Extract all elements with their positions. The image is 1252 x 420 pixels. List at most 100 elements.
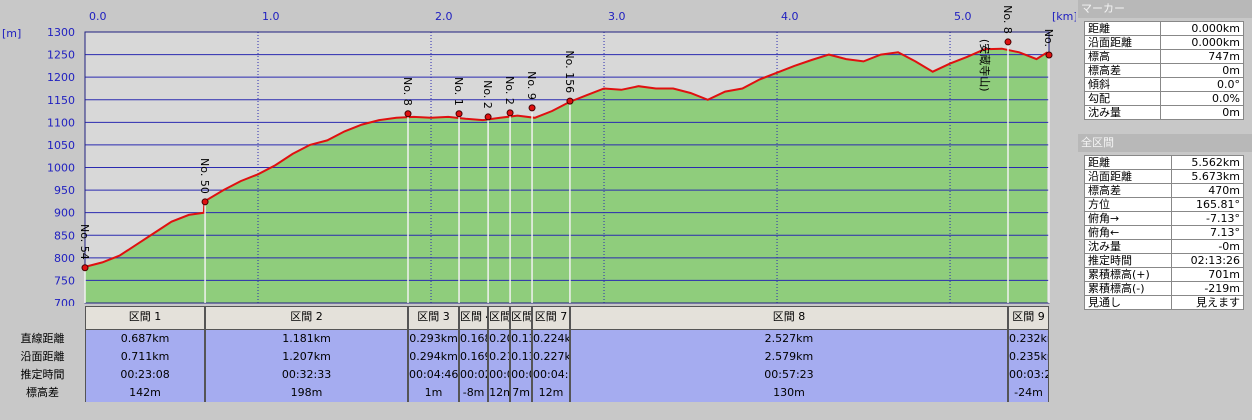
- marker-label: No.: [1042, 29, 1055, 47]
- section-cell: 0.293km: [408, 330, 460, 348]
- section-header: 区間 2: [205, 306, 408, 330]
- section-cell: 0.224km: [532, 330, 570, 348]
- panel-key: 沿面距離: [1083, 35, 1162, 50]
- marker-label: No. 8: [1001, 5, 1014, 34]
- panel-key: 標高: [1083, 49, 1162, 64]
- y-tick-label: 1150: [47, 94, 75, 107]
- y-tick-label: 750: [54, 274, 75, 287]
- section-table: 直線距離沿面距離推定時間標高差 区間 1 0.687km 0.711km 00:23:0…: [0, 306, 1076, 406]
- marker-pin: [455, 110, 463, 118]
- y-tick-label: 1250: [47, 49, 75, 62]
- marker-label: No. 2: [503, 76, 516, 105]
- x-tick-label: 3.0: [608, 10, 626, 23]
- panel-title: マーカー: [1078, 0, 1252, 18]
- marker-label: No. 54: [78, 224, 91, 260]
- marker-pin: [528, 104, 536, 112]
- row-label: 推定時間: [20, 368, 65, 381]
- marker-pin: [1004, 38, 1012, 46]
- section-header: 区間 4: [459, 306, 489, 330]
- x-tick-label: 4.0: [781, 10, 799, 23]
- section-cell: 00:02:40: [488, 366, 511, 384]
- panel-value: 0m: [1160, 63, 1244, 78]
- x-tick-label: 0.0: [89, 10, 107, 23]
- y-tick-label: 950: [54, 184, 75, 197]
- y-tick-label: 1050: [47, 139, 75, 152]
- panel-row: 沈み量 -0m: [1083, 239, 1244, 254]
- section-cell: 0.130km: [510, 330, 533, 348]
- panel-key: 俯角→: [1083, 211, 1173, 226]
- section-cell: 0.168km: [459, 330, 489, 348]
- y-tick-label: 1100: [47, 116, 75, 129]
- marker-label: No. 50: [198, 158, 211, 194]
- section-cell: 00:02:31: [510, 366, 533, 384]
- marker-pin: [81, 264, 89, 272]
- section-cell: 12m: [532, 384, 570, 402]
- panel-key: 標高差: [1083, 63, 1162, 78]
- y-tick-label: 700: [54, 297, 75, 306]
- panel-value: 0.000km: [1160, 35, 1244, 50]
- panel-row: 方位 165.81°: [1083, 197, 1244, 212]
- panel-value: 7.13°: [1171, 225, 1244, 240]
- y-tick-label: 1200: [47, 71, 75, 84]
- section-cell: -8m: [459, 384, 489, 402]
- panel-title: 全区間: [1078, 134, 1252, 152]
- marker-label: No. 1: [452, 77, 465, 106]
- panel-key: 俯角←: [1083, 225, 1173, 240]
- row-label: 標高差: [26, 386, 59, 399]
- marker-pin: [404, 110, 412, 118]
- y-tick-label: 850: [54, 229, 75, 242]
- panel-value: 470m: [1171, 183, 1244, 198]
- profile-chart: [km] [m] 700 750 800 850 900 950 1000 1050 1100 1…: [2, 5, 1076, 306]
- section-cell: 00:03:27: [1007, 366, 1049, 384]
- panel-value: -0m: [1171, 239, 1244, 254]
- section-cell: 0.227km: [532, 348, 570, 366]
- panel-row: 距離 0.000km: [1083, 21, 1244, 36]
- section-cell: 0.294km: [408, 348, 460, 366]
- panel-row: 累積標高(-) -219m: [1083, 281, 1244, 296]
- x-unit: [km]: [1052, 10, 1076, 23]
- marker-pin: [201, 198, 209, 206]
- section-header: 区間 3: [408, 306, 460, 330]
- marker-pin: [1045, 51, 1053, 59]
- section-cell: 00:23:08: [85, 366, 206, 384]
- marker-label: No. 9: [525, 71, 538, 100]
- y-unit: [m]: [2, 27, 21, 40]
- section-header: 区間 1: [85, 306, 206, 330]
- section-cell: 130m: [569, 384, 1008, 402]
- x-tick-label: 5.0: [954, 10, 972, 23]
- section-cell: 0.711km: [85, 348, 206, 366]
- marker-note: (安蔵寺山): [978, 39, 992, 92]
- panel-key: 沈み量: [1083, 105, 1162, 120]
- row-label: 直線距離: [20, 332, 65, 345]
- panel-value: 165.81°: [1171, 197, 1244, 212]
- panel-row: 俯角→ -7.13°: [1083, 211, 1244, 226]
- panel-value: 0m: [1160, 105, 1244, 120]
- section-cell: 2.579km: [569, 348, 1008, 366]
- panel-value: 701m: [1171, 267, 1244, 282]
- panel-row: 沿面距離 5.673km: [1083, 169, 1244, 184]
- marker-pin: [566, 97, 574, 105]
- row-label: 沿面距離: [20, 350, 65, 363]
- section-cell: 0.687km: [85, 330, 206, 348]
- panel-value: 5.673km: [1171, 169, 1244, 184]
- section-cell: 12m: [488, 384, 511, 402]
- panel-key: 傾斜: [1083, 77, 1162, 92]
- panel-key: 標高差: [1083, 183, 1173, 198]
- panel-row: 累積標高(+) 701m: [1083, 267, 1244, 282]
- marker-table: 距離 0.000km 沿面距離 0.000km 標高 747m 標高差 0m 傾斜 0.0° 勾配 0…: [1083, 21, 1244, 120]
- x-tick-label: 1.0: [262, 10, 280, 23]
- profile-line: [84, 47, 1048, 268]
- section-cell: 1m: [408, 384, 460, 402]
- panel-key: 勾配: [1083, 91, 1162, 106]
- total-table: 距離 5.562km 沿面距離 5.673km 標高差 470m 方位 165.81° 俯角→ -…: [1083, 155, 1244, 310]
- section-cell: 1.207km: [205, 348, 408, 366]
- panel-row: 距離 5.562km: [1083, 155, 1244, 170]
- marker-panel: マーカー 距離 0.000km 沿面距離 0.000km 標高 747m 標高差 0m 傾斜 0.…: [1078, 0, 1252, 120]
- panel-key: 推定時間: [1083, 253, 1173, 268]
- panel-row: 見通し 見えます: [1083, 295, 1244, 310]
- panel-key: 累積標高(-): [1083, 281, 1173, 296]
- section-cell: 2.527km: [569, 330, 1008, 348]
- section-cell: 142m: [85, 384, 206, 402]
- panel-value: 02:13:26: [1171, 253, 1244, 268]
- section-cell: 0.130km: [510, 348, 533, 366]
